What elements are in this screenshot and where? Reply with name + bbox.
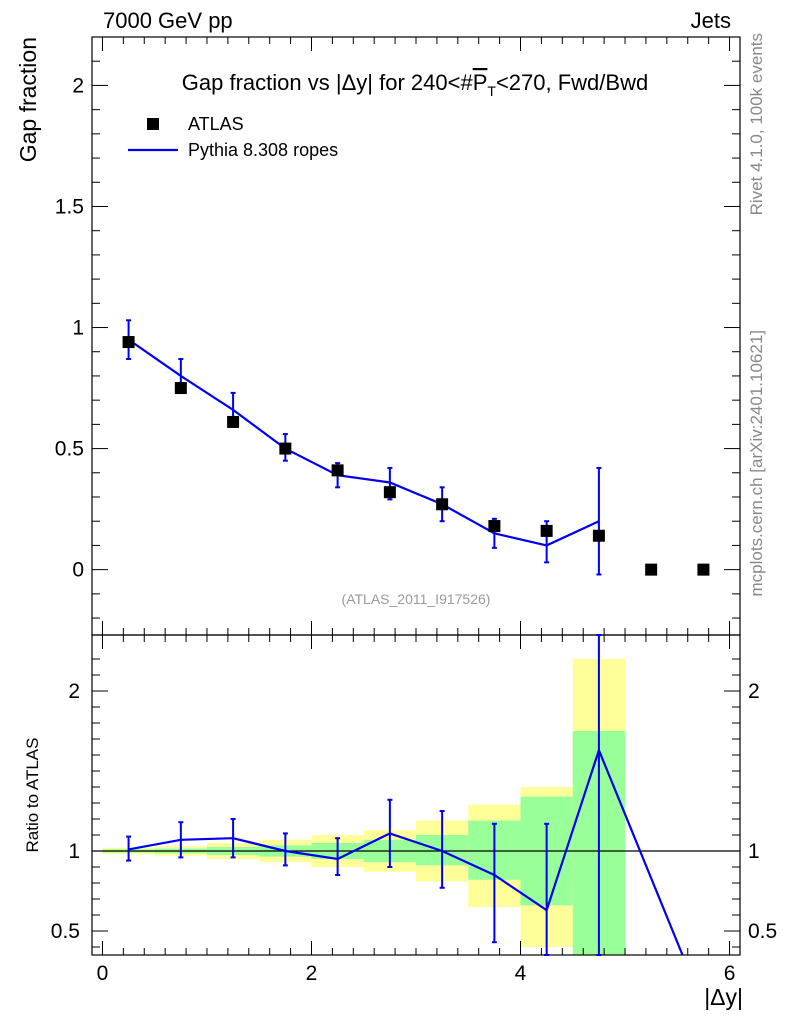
legend-atlas-marker (147, 118, 159, 130)
main-y-tick-label: 2 (72, 74, 84, 97)
atlas-data-point (488, 520, 501, 533)
atlas-data-point (174, 382, 187, 395)
ratio-y-tick-label: 2 (68, 680, 80, 703)
category-label: Jets (691, 8, 731, 33)
mc-series-line (127, 338, 600, 547)
title-text-p: P (473, 70, 488, 95)
atlas-data-point (540, 524, 553, 537)
x-axis-label: |Δy| (704, 984, 743, 1010)
legend-atlas-label: ATLAS (188, 114, 244, 134)
energy-label: 7000 GeV pp (103, 8, 233, 33)
atlas-data-point (122, 336, 135, 349)
ratio-x-tick-label: 6 (724, 962, 736, 985)
main-y-tick-label: 0.5 (55, 438, 84, 461)
ratio-y-tick-label-right: 0.5 (748, 920, 777, 943)
ratio-x-tick-label: 2 (306, 962, 318, 985)
atlas-data-point (227, 415, 240, 428)
ratio-y-tick-label: 0.5 (51, 920, 80, 943)
legend-mc-label: Pythia 8.308 ropes (188, 140, 338, 160)
ratio-x-tick-label: 0 (97, 962, 109, 985)
atlas-data-point (697, 563, 710, 576)
title-text-pre: Gap fraction vs |Δy| for 240<# (182, 70, 474, 95)
main-y-tick-label: 0 (72, 559, 84, 582)
ratio-y-tick-label-right: 1 (748, 840, 760, 863)
ratio-y-axis-label: Ratio to ATLAS (23, 738, 42, 853)
title-text-post: <270, Fwd/Bwd (496, 70, 648, 95)
main-title: Gap fraction vs |Δy| for 240<#PT<270, Fw… (182, 70, 648, 99)
atlas-data-point (279, 442, 292, 455)
main-y-tick-label: 1 (72, 317, 84, 340)
ratio-y-tick-label-right: 2 (748, 680, 760, 703)
atlas-data-point (436, 498, 449, 511)
atlas-data-point (383, 486, 396, 499)
title-text-t: T (487, 83, 496, 99)
ratio-x-tick-label: 4 (515, 962, 527, 985)
analysis-watermark: (ATLAS_2011_I917526) (342, 591, 491, 607)
ratio-y-tick-label: 1 (68, 840, 80, 863)
atlas-data-point (331, 464, 344, 477)
ratio-plot-frame (91, 634, 741, 956)
atlas-data-point (592, 529, 605, 542)
main-y-tick-label: 1.5 (55, 195, 84, 218)
atlas-data-point (645, 563, 658, 576)
mcplots-label: mcplots.cern.ch [arXiv:2401.10621] (747, 330, 766, 596)
main-y-axis-label: Gap fraction (15, 37, 41, 162)
rivet-version-label: Rivet 4.1.0, 100k events (747, 33, 766, 215)
